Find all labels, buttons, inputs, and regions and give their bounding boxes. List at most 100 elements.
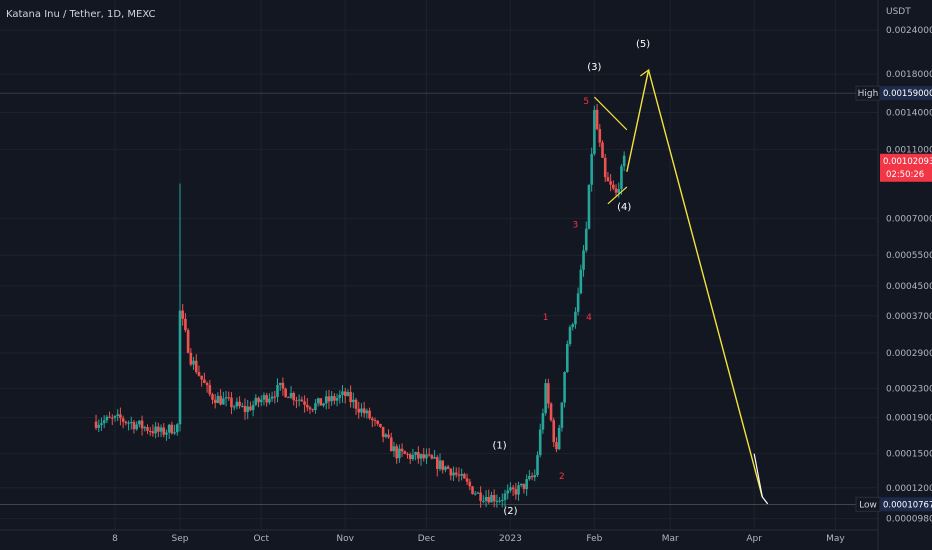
candle <box>547 378 550 409</box>
candle-body <box>457 474 461 476</box>
candle-body <box>509 487 512 491</box>
candle-body <box>547 383 550 404</box>
candle <box>167 423 171 439</box>
candle-body <box>113 416 117 418</box>
candle-body <box>322 403 325 406</box>
candle <box>281 377 285 396</box>
candle-body <box>620 166 623 190</box>
wave-label: (3) <box>587 62 601 73</box>
candle <box>273 390 277 404</box>
candle-body <box>273 396 277 398</box>
candle <box>617 182 621 198</box>
candle-body <box>238 401 241 407</box>
candle <box>425 448 428 465</box>
candle-body <box>606 177 610 182</box>
candle <box>335 393 339 407</box>
candle-body <box>289 392 293 398</box>
candle-body <box>138 420 141 425</box>
candle <box>349 385 352 408</box>
candle-body <box>552 420 556 443</box>
candle <box>192 357 195 370</box>
candle-body <box>276 385 279 397</box>
symbol-title: Katana Inu / Tether, 1D, MEXC <box>6 9 155 20</box>
candle <box>449 468 453 481</box>
candle <box>498 497 501 504</box>
candle <box>238 396 241 409</box>
candle <box>598 123 602 148</box>
candle-body <box>157 426 160 432</box>
candle-body <box>590 153 593 185</box>
candle-body <box>376 420 380 424</box>
candle-body <box>460 474 463 476</box>
candle <box>479 486 482 508</box>
candle <box>116 409 120 422</box>
candle <box>303 395 306 413</box>
high-badge-value: 0.00159000 <box>883 89 932 99</box>
candle <box>249 401 252 412</box>
candle-body <box>387 434 390 438</box>
candle <box>276 378 279 403</box>
candle <box>140 415 144 436</box>
candle-body <box>94 421 98 428</box>
candle-body <box>403 451 407 454</box>
time-tick-label: Nov <box>336 534 354 544</box>
wedge-bottom-line <box>607 186 628 205</box>
candle <box>278 382 282 391</box>
candle-body <box>308 407 312 410</box>
candle-body <box>446 466 450 469</box>
candle <box>579 264 583 295</box>
candle <box>292 391 296 406</box>
candle-body <box>368 410 371 419</box>
candle-body <box>389 437 393 452</box>
candle-body <box>498 500 501 502</box>
candle <box>379 423 382 428</box>
candle-body <box>598 129 602 143</box>
candle-body <box>254 397 258 405</box>
candle-body <box>146 427 149 431</box>
candle-body <box>192 360 195 365</box>
candle <box>308 405 312 414</box>
candle-body <box>186 330 190 353</box>
candle <box>148 426 152 436</box>
high-badge: High 0.00159000 <box>855 85 932 101</box>
candle-body <box>574 311 577 325</box>
candle-body <box>357 408 361 413</box>
candle-body <box>398 448 401 459</box>
wave5-arrow-head <box>640 68 650 84</box>
candle <box>203 372 206 384</box>
candle-body <box>525 479 528 490</box>
candle <box>417 446 420 464</box>
candle <box>175 423 179 436</box>
candle-body <box>167 424 171 433</box>
candle <box>370 416 374 428</box>
candle <box>287 396 290 399</box>
candle-body <box>330 396 333 402</box>
candle <box>341 385 344 403</box>
candle-body <box>560 402 564 428</box>
candle <box>555 437 558 453</box>
candle <box>500 493 504 508</box>
candle <box>384 433 388 439</box>
candle <box>517 481 520 501</box>
candle-body <box>327 396 331 402</box>
candle <box>560 402 564 432</box>
candle-body <box>338 394 342 398</box>
candle <box>124 420 128 426</box>
candle <box>503 489 507 507</box>
candle-body <box>438 460 442 469</box>
candle <box>254 394 258 407</box>
time-tick-label: 8 <box>112 534 118 544</box>
candle-body <box>203 379 206 383</box>
candle-body <box>208 385 212 395</box>
candle <box>322 402 325 408</box>
candle <box>525 474 528 496</box>
candle <box>465 473 469 486</box>
candle <box>159 424 163 438</box>
